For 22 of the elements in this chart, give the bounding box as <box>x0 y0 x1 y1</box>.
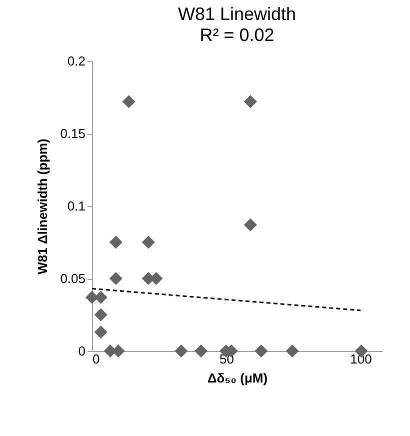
point <box>94 308 108 322</box>
point <box>109 272 122 286</box>
y-tick-label: 0.15 <box>60 126 86 141</box>
point <box>244 95 257 108</box>
y-axis-title: W81 Δlinewidth (ppm) <box>35 138 50 274</box>
point <box>174 344 188 358</box>
y-tick-label: 0.05 <box>60 271 86 286</box>
y-tick-label: 0.1 <box>67 198 86 214</box>
point <box>94 326 108 339</box>
point <box>254 344 268 358</box>
point <box>194 344 208 358</box>
chart-subtitle: R² = 0.02 <box>200 25 274 45</box>
point <box>94 290 108 304</box>
chart-title: W81 Linewidth <box>178 4 296 24</box>
x-tick-label: 0 <box>92 352 100 366</box>
point <box>122 95 136 108</box>
x-axis-title: Δδ₅₀ (μM) <box>207 370 268 386</box>
point <box>142 236 155 249</box>
point <box>244 218 257 232</box>
y-tick-label: 0.2 <box>67 54 86 68</box>
point <box>286 344 299 358</box>
point <box>109 236 122 249</box>
